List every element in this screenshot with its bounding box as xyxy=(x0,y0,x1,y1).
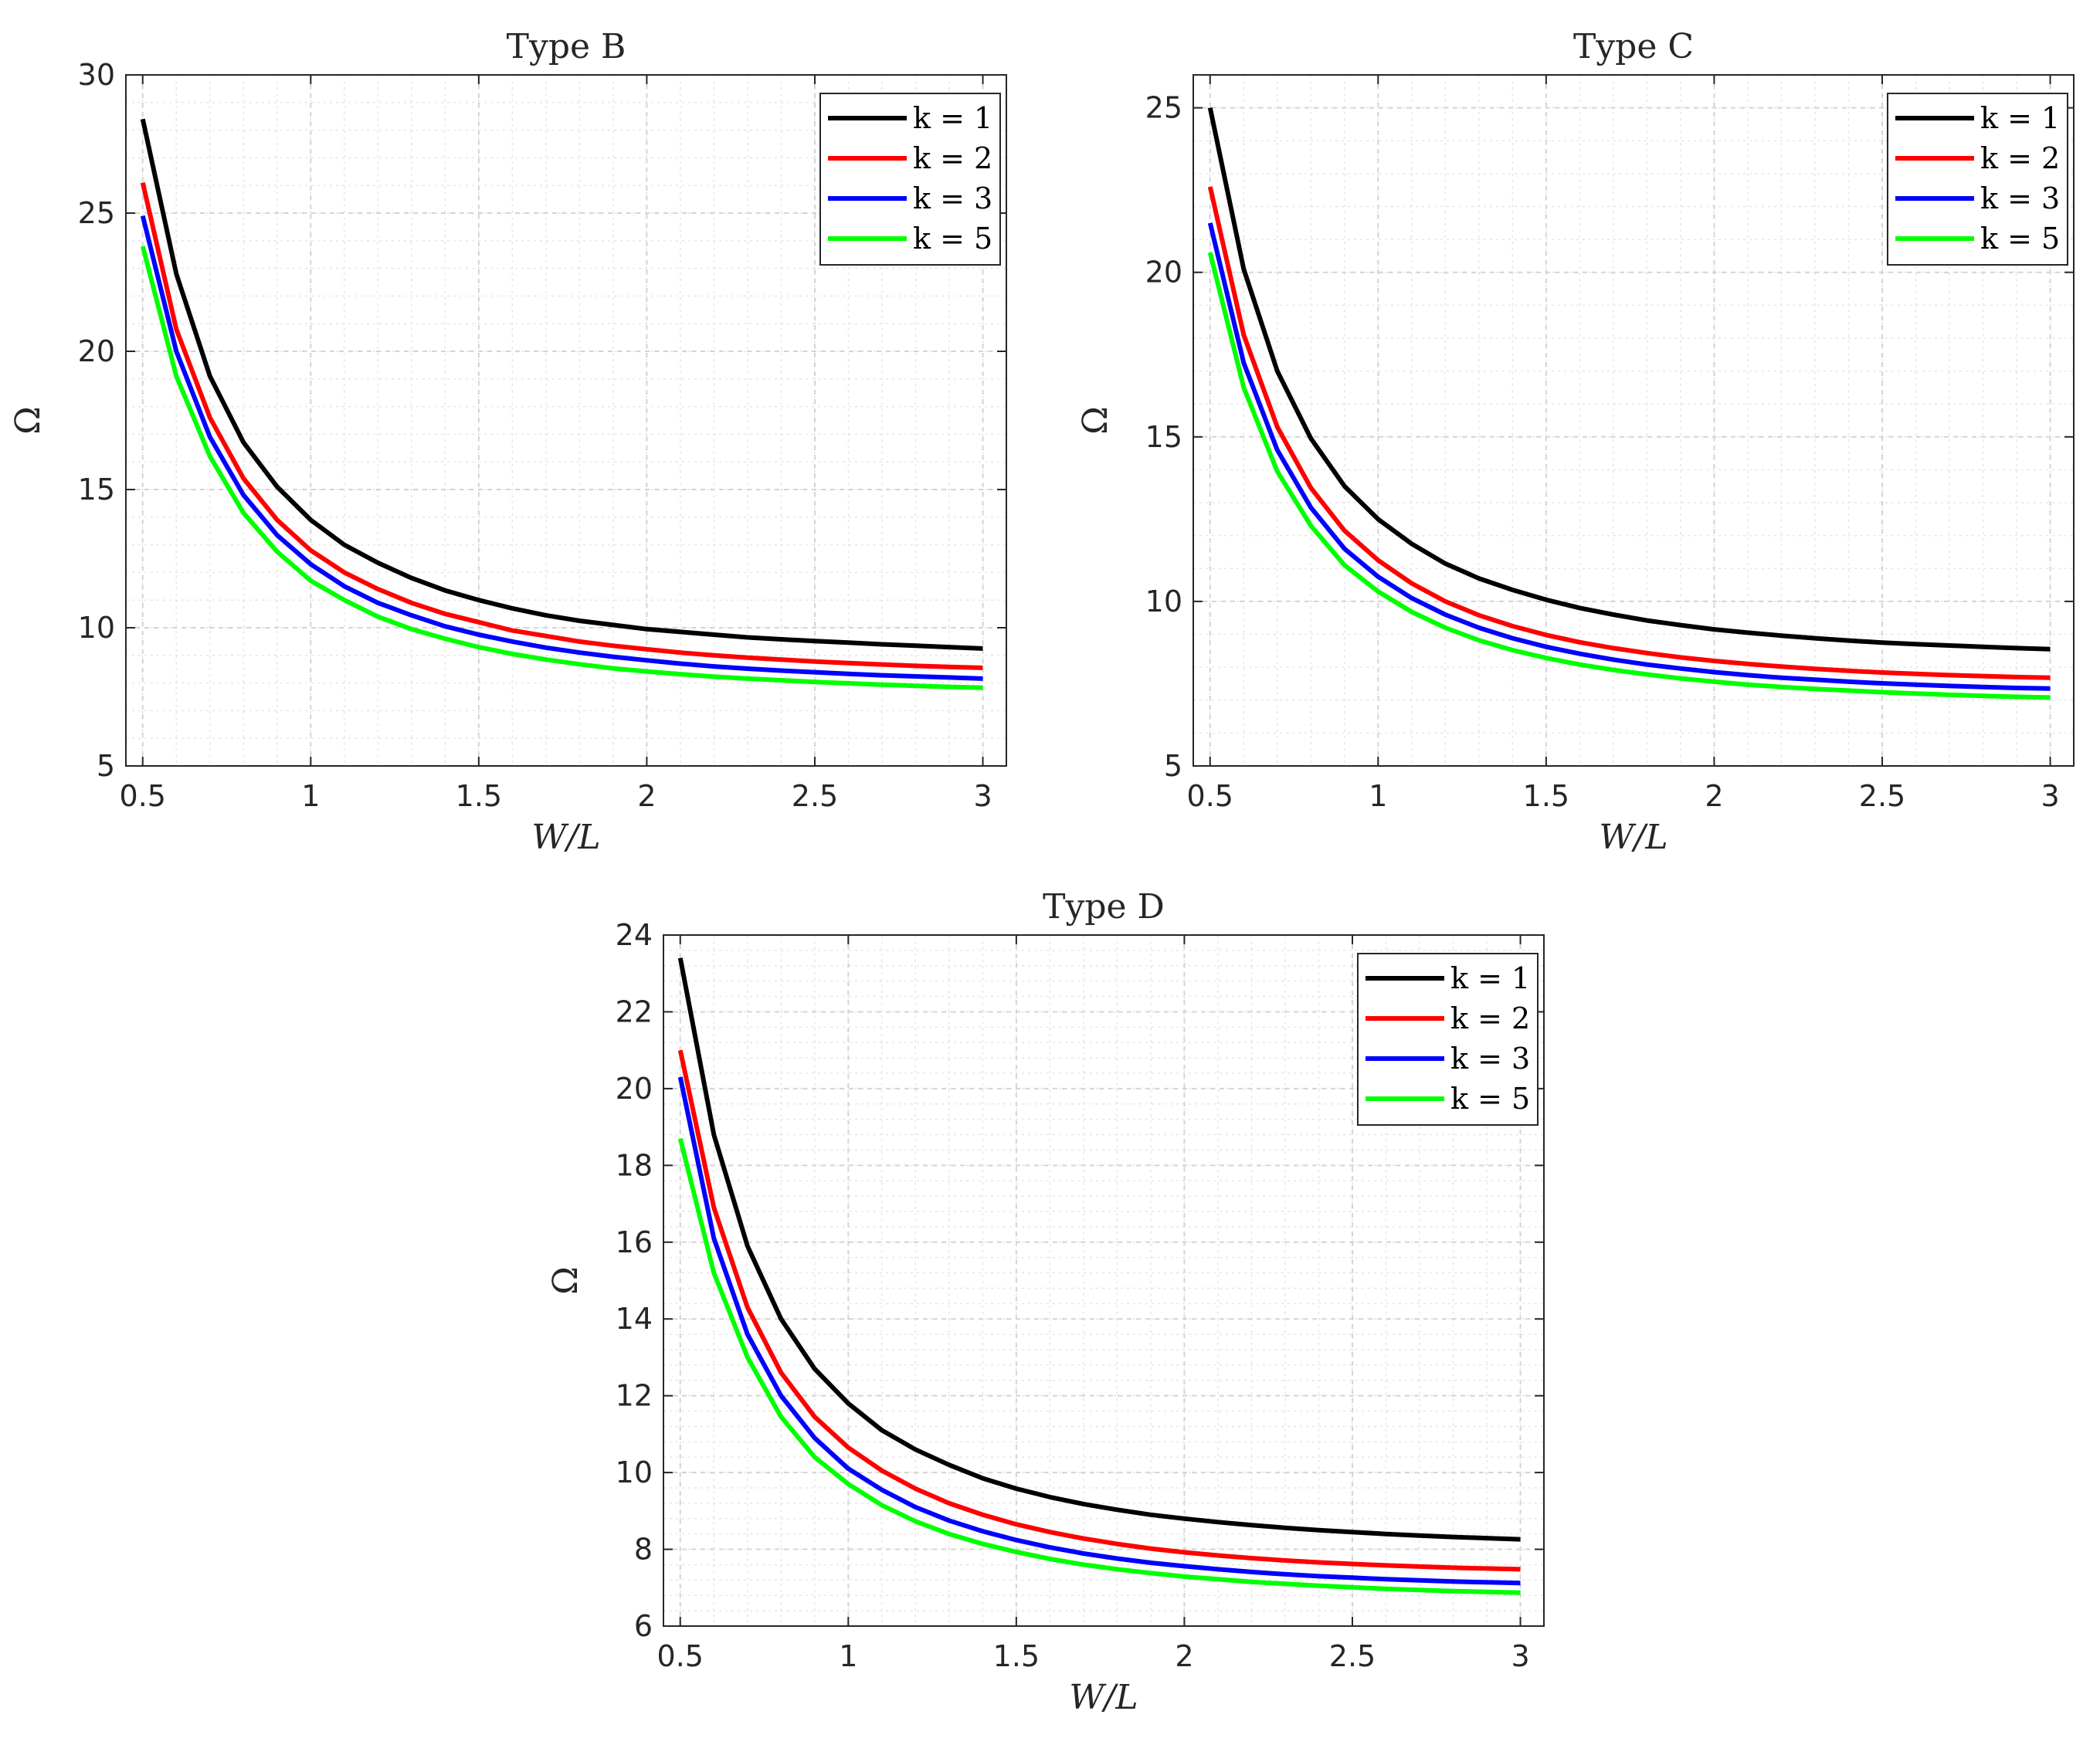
y-tick-label: 6 xyxy=(634,1609,653,1643)
chart-panel: 0.5 1 1.5 2 2.5 3 6 8 10 12 14 16 18 20 22 24 Type D W/L Ω… xyxy=(546,887,1545,1717)
y-tick-label: 15 xyxy=(1145,420,1182,454)
y-tick-label: 5 xyxy=(97,749,115,783)
y-tick-label: 10 xyxy=(78,611,115,645)
x-tick-label: 3 xyxy=(973,779,992,813)
legend-label-k3: k = 3 xyxy=(1980,181,2060,215)
x-tick-label: 2 xyxy=(1175,1639,1193,1673)
x-tick-label: 1.5 xyxy=(993,1639,1040,1673)
legend-label-k1: k = 1 xyxy=(1450,961,1530,995)
y-tick-label: 8 xyxy=(634,1533,653,1567)
x-tick-label: 2.5 xyxy=(792,779,838,813)
x-tick-label: 0.5 xyxy=(120,779,166,813)
chart-title: Type D xyxy=(1043,887,1165,927)
x-tick-label: 1.5 xyxy=(456,779,502,813)
series-line-k2 xyxy=(677,1049,1521,1572)
legend-label-k5: k = 5 xyxy=(1980,222,2060,256)
legend-label-k5: k = 5 xyxy=(913,222,992,256)
y-axis-label: Ω xyxy=(8,406,48,434)
axes-box xyxy=(1192,74,2075,767)
series-line-k3 xyxy=(677,1076,1521,1586)
y-tick-label: 20 xyxy=(1145,256,1182,290)
y-axis-label: Ω xyxy=(1076,406,1115,434)
legend-label-k2: k = 2 xyxy=(913,141,992,175)
y-tick-label: 20 xyxy=(616,1072,653,1106)
y-tick-label: 20 xyxy=(78,334,115,368)
legend: k = 1 k = 2 k = 3 k = 5 xyxy=(819,93,1001,266)
series-line-k1 xyxy=(140,118,983,651)
x-tick-label: 0.5 xyxy=(1187,779,1233,813)
chart-title: Type C xyxy=(1573,27,1694,66)
y-tick-label: 24 xyxy=(616,918,653,952)
x-tick-label: 2 xyxy=(1705,779,1723,813)
x-tick-label: 1.5 xyxy=(1523,779,1569,813)
legend: k = 1 k = 2 k = 3 k = 5 xyxy=(1887,93,2068,266)
x-axis-label: W/L xyxy=(531,818,600,857)
y-tick-label: 25 xyxy=(78,196,115,230)
series-line-k5 xyxy=(1207,252,2051,700)
x-tick-label: 1 xyxy=(1369,779,1387,813)
series-line-k3 xyxy=(1207,222,2051,691)
axes-box xyxy=(663,934,1545,1627)
legend-label-k5: k = 5 xyxy=(1450,1082,1530,1116)
x-tick-label: 2.5 xyxy=(1859,779,1905,813)
x-tick-label: 3 xyxy=(2041,779,2059,813)
y-tick-label: 12 xyxy=(616,1379,653,1413)
x-tick-label: 1 xyxy=(839,1639,857,1673)
chart-title: Type B xyxy=(507,27,626,66)
y-axis-label: Ω xyxy=(546,1266,585,1294)
series-line-k1 xyxy=(1207,107,2051,652)
y-tick-label: 18 xyxy=(616,1148,653,1182)
y-tick-label: 5 xyxy=(1164,749,1182,783)
legend: k = 1 k = 2 k = 3 k = 5 xyxy=(1357,953,1539,1126)
x-axis-label: W/L xyxy=(1599,818,1667,857)
series-line-k3 xyxy=(140,215,983,681)
y-tick-label: 10 xyxy=(616,1455,653,1489)
x-tick-label: 3 xyxy=(1511,1639,1529,1673)
series-line-k2 xyxy=(1207,186,2051,680)
series-line-k5 xyxy=(140,246,983,690)
x-axis-label: W/L xyxy=(1069,1678,1138,1717)
y-tick-label: 25 xyxy=(1145,91,1182,125)
axes-box xyxy=(125,74,1007,767)
legend-label-k2: k = 2 xyxy=(1450,1001,1530,1035)
y-tick-label: 30 xyxy=(78,58,115,92)
x-tick-label: 1 xyxy=(301,779,320,813)
y-tick-label: 16 xyxy=(616,1225,653,1259)
legend-label-k2: k = 2 xyxy=(1980,141,2060,175)
legend-label-k1: k = 1 xyxy=(1980,101,2060,135)
series-line-k2 xyxy=(140,181,983,670)
series-line-k1 xyxy=(677,957,1521,1542)
legend-label-k3: k = 3 xyxy=(913,181,992,215)
x-tick-label: 0.5 xyxy=(657,1639,704,1673)
series-line-k5 xyxy=(677,1137,1521,1595)
x-tick-label: 2 xyxy=(637,779,656,813)
y-tick-label: 14 xyxy=(616,1302,653,1336)
y-tick-label: 22 xyxy=(616,994,653,1028)
legend-label-k3: k = 3 xyxy=(1450,1042,1530,1076)
y-tick-label: 10 xyxy=(1145,584,1182,618)
legend-label-k1: k = 1 xyxy=(913,101,992,135)
x-tick-label: 2.5 xyxy=(1329,1639,1376,1673)
y-tick-label: 15 xyxy=(78,473,115,507)
